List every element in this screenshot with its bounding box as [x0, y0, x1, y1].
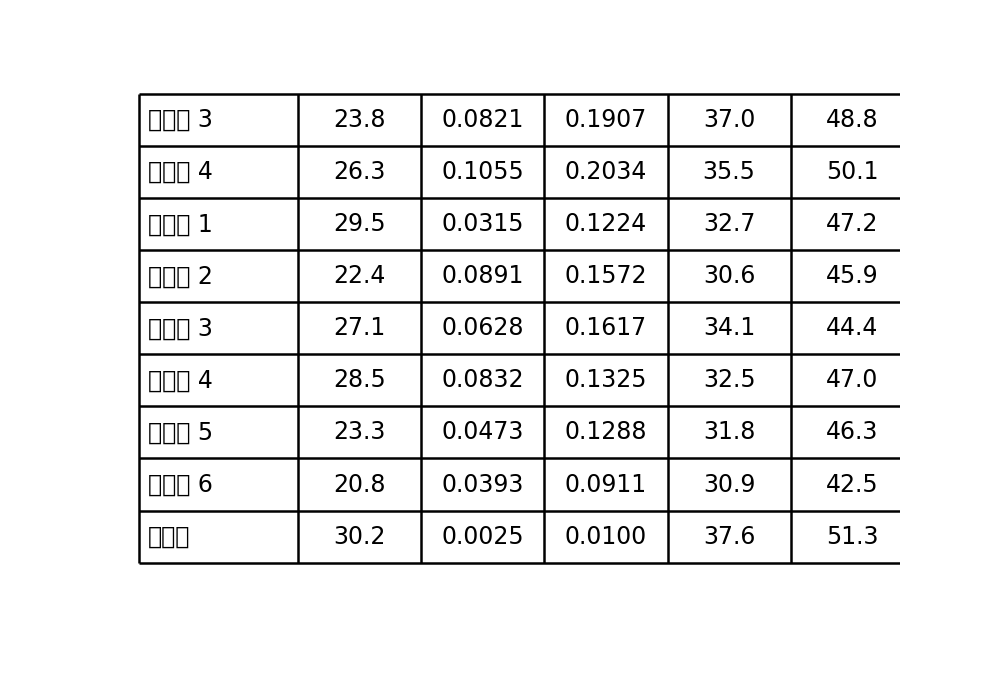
Text: 28.5: 28.5	[333, 368, 386, 393]
Text: 30.9: 30.9	[703, 473, 755, 497]
Text: 0.1325: 0.1325	[565, 368, 647, 393]
Text: 0.0393: 0.0393	[441, 473, 524, 497]
Text: 47.0: 47.0	[826, 368, 879, 393]
Text: 44.4: 44.4	[826, 316, 879, 341]
Text: 实施例 4: 实施例 4	[148, 160, 213, 185]
Text: 0.0911: 0.0911	[565, 473, 647, 497]
Text: 32.5: 32.5	[703, 368, 755, 393]
Text: 实施例 3: 实施例 3	[148, 108, 213, 132]
Text: 0.1224: 0.1224	[565, 212, 647, 237]
Text: 对比例 2: 对比例 2	[148, 264, 213, 289]
Text: 20.8: 20.8	[333, 473, 386, 497]
Text: 34.1: 34.1	[703, 316, 755, 341]
Text: 26.3: 26.3	[333, 160, 386, 185]
Text: 45.9: 45.9	[826, 264, 879, 289]
Text: 23.3: 23.3	[333, 420, 386, 445]
Text: 0.0891: 0.0891	[441, 264, 524, 289]
Text: 32.7: 32.7	[703, 212, 755, 237]
Text: 27.1: 27.1	[333, 316, 386, 341]
Text: 22.4: 22.4	[333, 264, 386, 289]
Text: 37.6: 37.6	[703, 525, 755, 549]
Text: 0.2034: 0.2034	[565, 160, 647, 185]
Text: 0.0473: 0.0473	[441, 420, 524, 445]
Text: 50.1: 50.1	[826, 160, 879, 185]
Text: 0.1572: 0.1572	[565, 264, 647, 289]
Text: 0.0628: 0.0628	[441, 316, 524, 341]
Text: 对比例 1: 对比例 1	[148, 212, 213, 237]
Text: 0.1055: 0.1055	[441, 160, 524, 185]
Text: 46.3: 46.3	[826, 420, 879, 445]
Text: 0.0025: 0.0025	[441, 525, 524, 549]
Text: 35.5: 35.5	[703, 160, 756, 185]
Text: 42.5: 42.5	[826, 473, 879, 497]
Text: 0.0821: 0.0821	[441, 108, 524, 132]
Text: 对比例 3: 对比例 3	[148, 316, 213, 341]
Text: 0.0100: 0.0100	[565, 525, 647, 549]
Text: 0.0315: 0.0315	[441, 212, 524, 237]
Text: 29.5: 29.5	[333, 212, 386, 237]
Text: 0.1288: 0.1288	[565, 420, 647, 445]
Text: 48.8: 48.8	[826, 108, 879, 132]
Text: 0.1907: 0.1907	[565, 108, 647, 132]
Text: 47.2: 47.2	[826, 212, 879, 237]
Text: 37.0: 37.0	[703, 108, 755, 132]
Text: 23.8: 23.8	[333, 108, 386, 132]
Text: 51.3: 51.3	[826, 525, 879, 549]
Text: 对照组: 对照组	[148, 525, 191, 549]
Text: 31.8: 31.8	[703, 420, 755, 445]
Text: 0.0832: 0.0832	[441, 368, 524, 393]
Text: 30.2: 30.2	[333, 525, 386, 549]
Text: 30.6: 30.6	[703, 264, 755, 289]
Text: 对比例 4: 对比例 4	[148, 368, 213, 393]
Text: 0.1617: 0.1617	[565, 316, 647, 341]
Text: 对比例 5: 对比例 5	[148, 420, 213, 445]
Text: 对比例 6: 对比例 6	[148, 473, 213, 497]
